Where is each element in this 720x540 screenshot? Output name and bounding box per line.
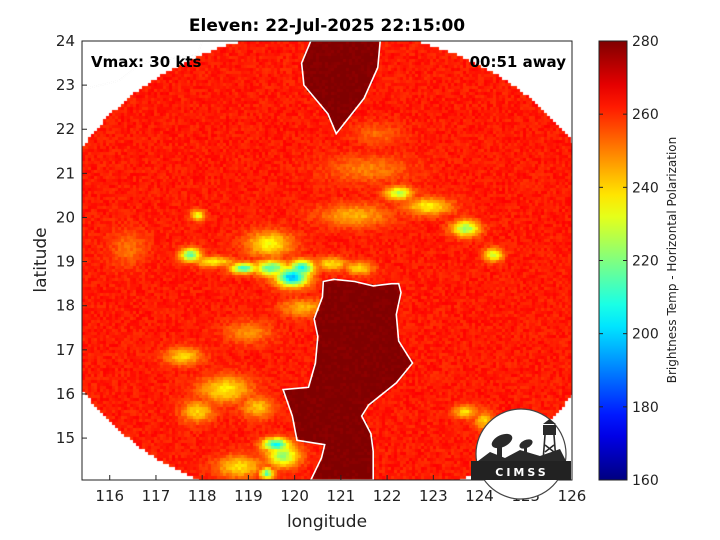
water-tower-roof <box>543 419 556 424</box>
colorbar-tick-label: 240 <box>632 180 659 196</box>
logo-horizon <box>478 449 566 461</box>
x-tick-label: 124 <box>465 487 494 505</box>
coastline-taiwan <box>300 41 382 136</box>
x-axis: 116117118119120121122123124125126 <box>95 475 586 505</box>
colorbar-ticks: 160 180 200 220 240 260 280 <box>599 34 659 489</box>
plot-frame <box>81 40 573 481</box>
small-dish-icon <box>519 439 533 449</box>
colorbar-tick-label: 280 <box>632 34 659 50</box>
y-tick-label: 19 <box>56 253 75 271</box>
coastline-mainland <box>82 41 204 91</box>
x-tick-label: 120 <box>280 487 309 505</box>
y-tick-label: 21 <box>56 164 75 182</box>
colorbar-tick-label: 180 <box>632 400 659 416</box>
x-tick-label: 123 <box>419 487 448 505</box>
chart-title: Eleven: 22-Jul-2025 22:15:00 <box>189 16 465 36</box>
colorbar <box>599 41 627 480</box>
y-tick-label: 20 <box>56 208 75 226</box>
y-tick-label: 15 <box>56 429 75 447</box>
logo-band <box>471 461 571 480</box>
brightness-temperature-swath <box>82 41 572 480</box>
cimss-logo: CIMSS <box>471 408 571 500</box>
y-tick-label: 18 <box>56 297 75 315</box>
y-tick-label: 17 <box>56 341 75 359</box>
y-axis: 15 16 17 18 19 20 21 22 23 24 <box>56 32 87 447</box>
x-tick-label: 117 <box>142 487 171 505</box>
coastlines <box>82 41 414 480</box>
colorbar-tick-label: 260 <box>632 107 659 123</box>
y-tick-label: 24 <box>56 32 75 50</box>
y-tick-label: 23 <box>56 76 75 94</box>
x-tick-label: 116 <box>95 487 124 505</box>
logo-text: CIMSS <box>495 466 548 479</box>
x-tick-label: 119 <box>234 487 263 505</box>
time-away-annotation: 00:51 away <box>470 53 567 71</box>
y-tick-label: 16 <box>56 385 75 403</box>
colorbar-label: Brightness Temp - Horizontal Polarizatio… <box>665 137 679 384</box>
y-axis-label: latitude <box>31 227 51 292</box>
coastline-luzon <box>282 278 414 480</box>
x-tick-label: 118 <box>188 487 217 505</box>
satellite-dish-icon <box>491 433 513 449</box>
x-axis-label: longitude <box>287 512 367 532</box>
x-tick-label: 121 <box>327 487 356 505</box>
water-tower-icon <box>543 425 556 435</box>
vmax-annotation: Vmax: 30 kts <box>91 53 201 71</box>
y-tick-label: 22 <box>56 120 75 138</box>
x-tick-label: 122 <box>373 487 402 505</box>
dish-stand <box>497 445 502 461</box>
water-tower-legs <box>542 434 557 462</box>
colorbar-tick-label: 200 <box>632 327 659 343</box>
colorbar-tick-label: 220 <box>632 254 659 270</box>
x-tick-label: 126 <box>558 487 587 505</box>
colorbar-tick-label: 160 <box>632 473 659 489</box>
